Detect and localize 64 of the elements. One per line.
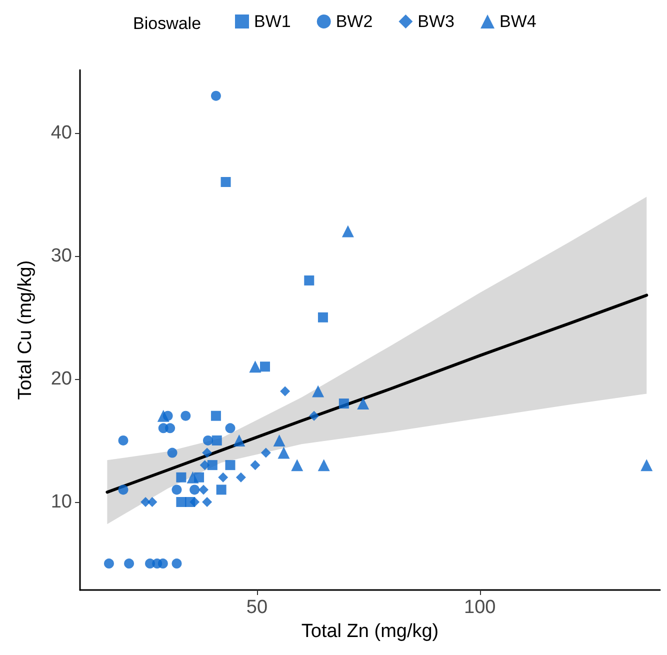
- legend-label: BW4: [500, 12, 536, 31]
- point: [250, 460, 260, 470]
- point: [640, 459, 653, 472]
- y-tick-label: 40: [50, 122, 72, 144]
- point: [200, 460, 210, 470]
- point: [172, 484, 182, 495]
- point: [260, 448, 271, 458]
- point: [186, 471, 199, 484]
- y-tick-label: 30: [50, 245, 72, 266]
- y-tick-label: 10: [50, 492, 72, 512]
- point: [147, 497, 158, 507]
- point: [342, 225, 354, 238]
- legend-label: BW3: [418, 12, 455, 31]
- x-tick-label: 50: [246, 597, 268, 618]
- point: [167, 448, 178, 458]
- point: [157, 410, 170, 422]
- point: [104, 558, 114, 569]
- legend-label: BW2: [336, 12, 373, 31]
- point: [124, 558, 134, 569]
- y-axis-title: Total Cu (mg/kg): [15, 260, 36, 400]
- point: [218, 472, 228, 482]
- point: [158, 558, 168, 569]
- point: [309, 410, 320, 421]
- x-axis-title: Total Zn (mg/kg): [301, 621, 439, 642]
- point: [172, 558, 182, 569]
- point: [338, 398, 349, 409]
- line-series: [106, 294, 648, 494]
- point: [304, 275, 314, 286]
- point: [165, 423, 176, 434]
- point: [220, 177, 231, 187]
- point: [236, 472, 246, 482]
- point: [180, 410, 191, 421]
- point: [318, 312, 328, 322]
- point: [207, 460, 218, 470]
- point: [190, 484, 200, 495]
- point: [273, 434, 286, 446]
- point: [318, 459, 330, 472]
- point: [202, 435, 213, 446]
- legend-label: BW1: [254, 12, 291, 31]
- point: [357, 398, 370, 410]
- point: [202, 448, 212, 458]
- y-tick-label: 20: [50, 368, 72, 390]
- point: [190, 497, 200, 507]
- point: [176, 497, 186, 507]
- point: [212, 435, 222, 446]
- point: [280, 386, 290, 396]
- legend-title: Bioswale: [133, 14, 202, 33]
- point: [291, 459, 304, 472]
- point: [312, 385, 324, 398]
- point: [198, 484, 208, 495]
- point: [176, 472, 186, 482]
- point: [118, 484, 128, 495]
- point: [225, 460, 236, 470]
- point: [249, 360, 262, 373]
- point: [202, 497, 212, 507]
- point: [216, 484, 226, 495]
- point: [210, 90, 221, 101]
- point: [210, 410, 221, 421]
- point: [278, 446, 290, 459]
- point: [233, 434, 246, 446]
- x-tick-label: 100: [464, 597, 496, 618]
- point: [225, 423, 236, 434]
- point: [118, 435, 128, 446]
- point: [260, 362, 270, 372]
